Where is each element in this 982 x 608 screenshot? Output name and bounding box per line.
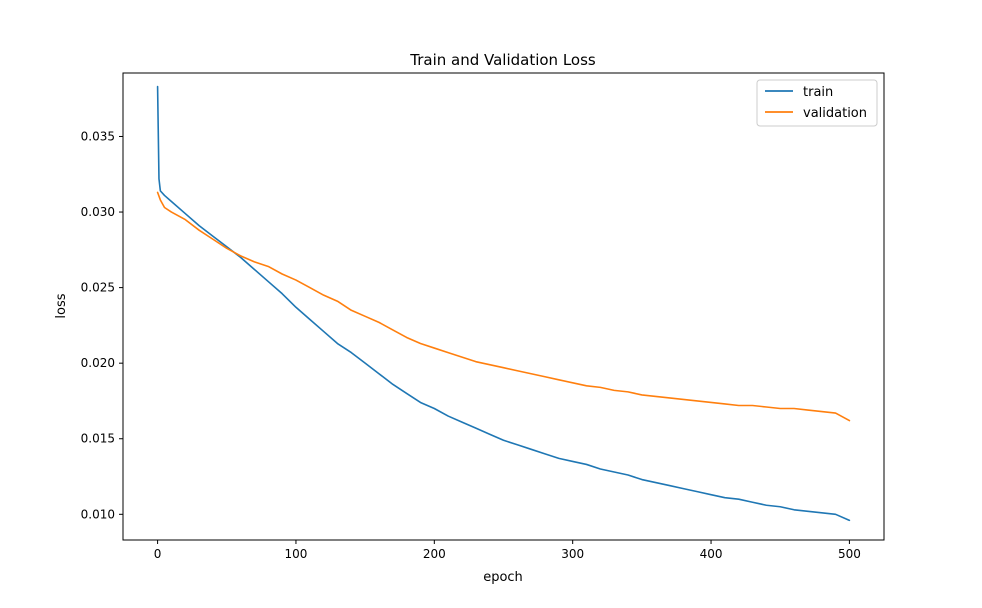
legend: train validation xyxy=(756,79,878,127)
y-tick-label: 0.020 xyxy=(81,356,115,370)
x-axis-label: epoch xyxy=(483,570,523,585)
series-layer xyxy=(156,85,851,522)
x-axis-ticks: 0 100 200 300 400 500 xyxy=(154,540,861,561)
series-line-validation xyxy=(156,191,851,422)
y-axis-ticks: 0.010 0.015 0.020 0.025 0.030 0.035 xyxy=(81,129,123,521)
legend-label-train: train xyxy=(803,85,833,100)
x-tick-label: 400 xyxy=(700,547,723,561)
chart-title: Train and Validation Loss xyxy=(409,51,596,69)
x-tick-label: 100 xyxy=(285,547,308,561)
y-tick-label: 0.010 xyxy=(81,507,115,521)
y-tick-label: 0.035 xyxy=(81,129,115,143)
x-tick-label: 500 xyxy=(838,547,861,561)
series-line-train xyxy=(156,85,851,522)
x-tick-label: 0 xyxy=(154,547,162,561)
y-axis-label: loss xyxy=(54,293,69,318)
x-tick-label: 200 xyxy=(423,547,446,561)
y-tick-label: 0.030 xyxy=(81,205,115,219)
plot-area xyxy=(123,73,884,540)
legend-label-validation: validation xyxy=(803,106,867,121)
y-tick-label: 0.025 xyxy=(81,281,115,295)
plot-frame xyxy=(122,72,885,541)
x-tick-label: 300 xyxy=(561,547,584,561)
y-tick-label: 0.015 xyxy=(81,432,115,446)
